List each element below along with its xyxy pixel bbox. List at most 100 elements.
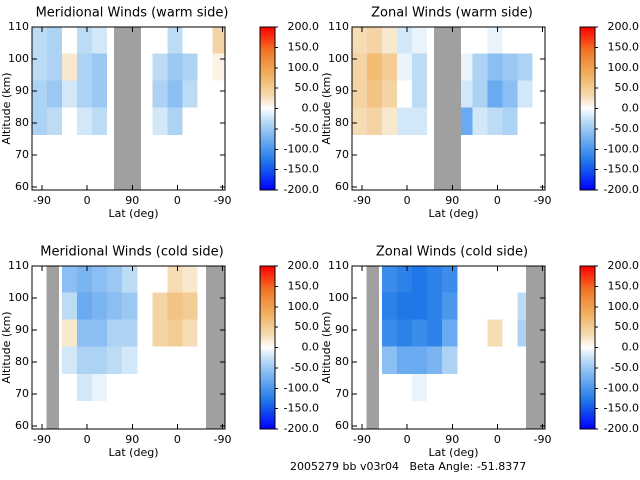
contour-cell bbox=[457, 27, 473, 54]
contour-cell bbox=[427, 266, 443, 293]
colorbar-tick-label: -200.0 bbox=[604, 183, 639, 196]
colorbar-tick-label: 50.0 bbox=[295, 81, 320, 94]
contour-cell bbox=[62, 373, 78, 402]
contour-cell bbox=[77, 107, 93, 135]
y-tick-label: 70 bbox=[335, 148, 349, 161]
y-tick-label: 110 bbox=[328, 259, 349, 272]
contour-cell bbox=[47, 80, 63, 108]
x-tick-label: -90 bbox=[214, 433, 232, 446]
contour-cell bbox=[352, 27, 368, 54]
contour-cell bbox=[32, 80, 48, 108]
contour-cell bbox=[92, 107, 108, 135]
contour-cell bbox=[197, 80, 213, 108]
contour-cell bbox=[382, 292, 398, 320]
contour-cell bbox=[152, 319, 168, 347]
contour-cell bbox=[412, 346, 428, 374]
contour-cell bbox=[92, 319, 108, 347]
contour-cell bbox=[412, 27, 428, 54]
y-axis-label: Altitude (km) bbox=[320, 72, 333, 144]
contour-cell bbox=[427, 319, 443, 347]
y-tick-label: 110 bbox=[8, 20, 29, 33]
y-tick-label: 90 bbox=[15, 84, 29, 97]
y-axis-label: Altitude (km) bbox=[320, 311, 333, 383]
contour-cell bbox=[77, 346, 93, 374]
contour-cell bbox=[77, 27, 93, 54]
contour-cell bbox=[122, 266, 138, 293]
panel: Meridional Winds (warm side) -90 0 90 0 -90 60… bbox=[0, 6, 319, 221]
x-tick-label: 0 bbox=[494, 433, 501, 446]
contour-cell bbox=[167, 107, 183, 135]
no-data-band bbox=[46, 266, 60, 429]
contour-cell bbox=[167, 292, 183, 320]
colorbar-tick-label: 200.0 bbox=[608, 20, 640, 33]
x-tick-label: -90 bbox=[534, 194, 552, 207]
contour-cell bbox=[32, 53, 48, 81]
contour-cell bbox=[487, 80, 503, 108]
contour-cell bbox=[532, 80, 545, 108]
contour-cell bbox=[412, 266, 428, 293]
x-tick-label: 0 bbox=[84, 433, 91, 446]
x-axis-label: Lat (deg) bbox=[109, 207, 159, 220]
x-tick-label: -90 bbox=[33, 194, 51, 207]
contour-cell bbox=[442, 319, 458, 347]
x-tick-label: 0 bbox=[84, 194, 91, 207]
contour-cell bbox=[457, 107, 473, 135]
contour-cell bbox=[382, 373, 398, 402]
contour-cell bbox=[412, 107, 428, 135]
y-tick-label: 70 bbox=[15, 387, 29, 400]
contour-cell bbox=[397, 107, 413, 135]
plot-frame bbox=[31, 265, 226, 430]
contour-cell bbox=[107, 319, 123, 347]
contour-cell bbox=[517, 27, 533, 54]
x-tick-label: 90 bbox=[125, 194, 139, 207]
contour-cell bbox=[62, 292, 78, 320]
contour-cell bbox=[487, 53, 503, 81]
contour-cell bbox=[367, 107, 383, 135]
no-data-band bbox=[525, 266, 545, 429]
contour-cell bbox=[122, 319, 138, 347]
contour-cell bbox=[212, 53, 225, 81]
colorbar-tick-label: 50.0 bbox=[615, 81, 640, 94]
x-tick-label: 0 bbox=[494, 194, 501, 207]
contour-cell bbox=[502, 107, 518, 135]
colorbar-tick-label: 150.0 bbox=[608, 279, 640, 292]
contour-cell bbox=[137, 27, 153, 54]
colorbar bbox=[580, 27, 595, 190]
contour-cell bbox=[77, 266, 93, 293]
colorbar-tick-label: -100.0 bbox=[604, 381, 639, 394]
contour-cell bbox=[152, 53, 168, 81]
contour-cell bbox=[412, 319, 428, 347]
contour-cell bbox=[212, 80, 225, 108]
y-tick-label: 100 bbox=[8, 52, 29, 65]
contour-cell bbox=[182, 266, 198, 293]
y-tick-label: 110 bbox=[8, 259, 29, 272]
plot-frame bbox=[351, 26, 546, 191]
y-tick-label: 100 bbox=[328, 291, 349, 304]
contour-cell bbox=[212, 27, 225, 54]
contour-cell bbox=[397, 346, 413, 374]
colorbar-tick-label: 150.0 bbox=[608, 40, 640, 53]
contour-cell bbox=[92, 292, 108, 320]
contour-cell bbox=[502, 80, 518, 108]
contour-cell bbox=[397, 292, 413, 320]
panel-title: Zonal Winds (warm side) bbox=[371, 6, 533, 21]
contour-cell bbox=[472, 107, 488, 135]
contour-cell bbox=[62, 53, 78, 81]
contour-cell bbox=[77, 134, 93, 163]
colorbar-tick-label: 200.0 bbox=[608, 259, 640, 272]
colorbar bbox=[580, 266, 595, 429]
panel-title: Meridional Winds (warm side) bbox=[36, 6, 229, 21]
contour-cell bbox=[197, 107, 213, 135]
contour-cell bbox=[107, 292, 123, 320]
contour-cell bbox=[197, 27, 213, 54]
contour-cell bbox=[487, 107, 503, 135]
contour-cell bbox=[77, 319, 93, 347]
colorbar-tick-label: -200.0 bbox=[604, 422, 639, 435]
contour-cell bbox=[397, 319, 413, 347]
contour-cell bbox=[182, 53, 198, 81]
y-axis-label: Altitude (km) bbox=[0, 311, 13, 383]
contour-cell bbox=[412, 53, 428, 81]
y-tick-label: 70 bbox=[15, 148, 29, 161]
contour-cell bbox=[502, 292, 518, 320]
no-data-band bbox=[114, 27, 141, 190]
